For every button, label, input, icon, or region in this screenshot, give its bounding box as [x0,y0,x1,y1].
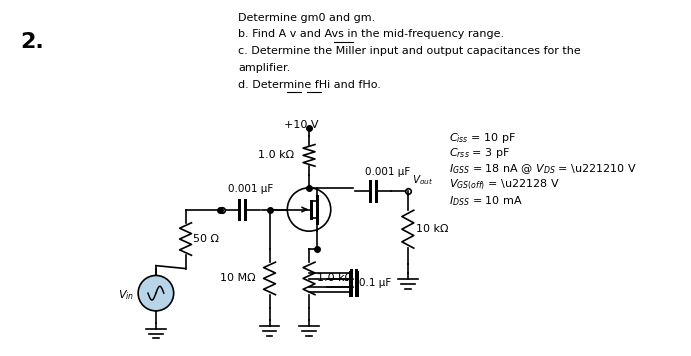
Text: 0.001 μF: 0.001 μF [366,167,410,177]
Text: $V_{out}$: $V_{out}$ [412,173,433,187]
Text: $I_{DSS}$ = 10 mA: $I_{DSS}$ = 10 mA [449,194,523,208]
Text: $C_{rss}$ = 3 pF: $C_{rss}$ = 3 pF [449,147,511,161]
Text: 10 kΩ: 10 kΩ [416,224,448,234]
Text: amplifier.: amplifier. [238,63,290,73]
Text: +10 V: +10 V [284,120,319,130]
Text: 0.001 μF: 0.001 μF [228,184,273,194]
Circle shape [138,276,173,311]
Text: 1.0 kΩ: 1.0 kΩ [258,150,294,160]
Text: d. Determine fHi and fHo.: d. Determine fHi and fHo. [238,79,381,90]
Text: 1.0 kΩ: 1.0 kΩ [317,273,353,283]
Text: 10 MΩ: 10 MΩ [220,273,256,283]
Text: 2.: 2. [21,32,44,52]
Text: 0.1 μF: 0.1 μF [359,278,392,288]
Text: 50 Ω: 50 Ω [193,234,220,244]
Text: $V_{GS(off)}$ = \u22128 V: $V_{GS(off)}$ = \u22128 V [449,178,560,192]
Text: $C_{iss}$ = 10 pF: $C_{iss}$ = 10 pF [449,131,517,145]
Text: Determine gm0 and gm.: Determine gm0 and gm. [238,12,375,23]
Text: b. Find A v and Avs in the mid-frequency range.: b. Find A v and Avs in the mid-frequency… [238,29,504,40]
Text: $V_{in}$: $V_{in}$ [118,288,134,302]
Text: c. Determine the Miller input and output capacitances for the: c. Determine the Miller input and output… [238,46,580,56]
Circle shape [287,188,331,231]
Text: $I_{GSS}$ = 18 nA @ $V_{DS}$ = \u221210 V: $I_{GSS}$ = 18 nA @ $V_{DS}$ = \u221210 … [449,162,637,176]
